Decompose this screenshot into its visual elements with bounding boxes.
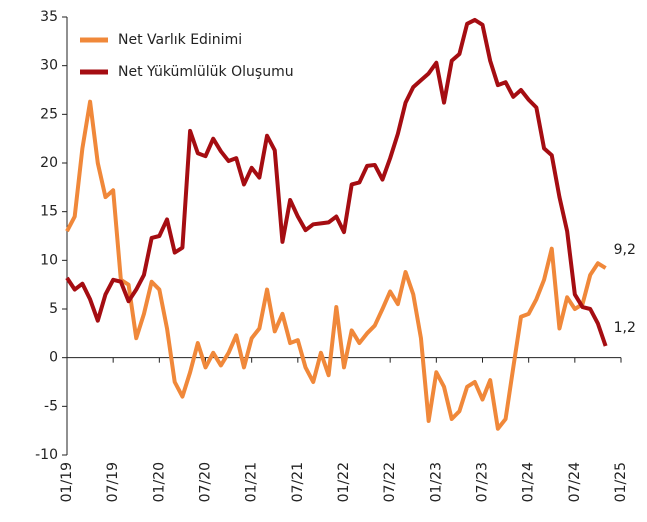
x-tick-label: 07/20 <box>198 462 214 502</box>
y-tick-label: 10 <box>40 252 58 268</box>
y-tick-label: 25 <box>40 106 58 122</box>
legend-label: Net Varlık Edinimi <box>118 32 242 48</box>
x-tick-label: 07/19 <box>105 462 121 502</box>
x-tick-label: 07/23 <box>475 462 491 502</box>
x-tick-label: 01/21 <box>244 462 260 502</box>
legend-label: Net Yükümlülük Oluşumu <box>118 64 294 80</box>
y-tick-label: 30 <box>40 58 58 74</box>
y-tick-label: 35 <box>40 9 58 25</box>
y-tick-label: 0 <box>49 350 58 366</box>
y-tick-label: 5 <box>49 301 58 317</box>
x-tick-label: 07/22 <box>382 462 398 502</box>
x-tick-label: 01/25 <box>613 462 629 502</box>
x-tick-label: 01/19 <box>59 462 75 502</box>
series-line <box>65 17 608 347</box>
y-tick-label: 20 <box>40 155 58 171</box>
y-tick-label: -5 <box>44 398 58 414</box>
x-tick-label: 01/24 <box>521 462 537 502</box>
x-tick-label: 07/21 <box>290 462 306 502</box>
data-label: 9,2 <box>614 242 636 258</box>
x-tick-label: 01/22 <box>336 462 352 502</box>
x-tick-label: 07/24 <box>567 462 583 502</box>
x-tick-label: 01/20 <box>151 462 167 502</box>
y-tick-label: 15 <box>40 204 58 220</box>
data-label: 1,2 <box>614 320 636 336</box>
x-tick-label: 01/23 <box>428 462 444 502</box>
series-line <box>65 99 607 431</box>
y-tick-label: -10 <box>35 447 58 463</box>
